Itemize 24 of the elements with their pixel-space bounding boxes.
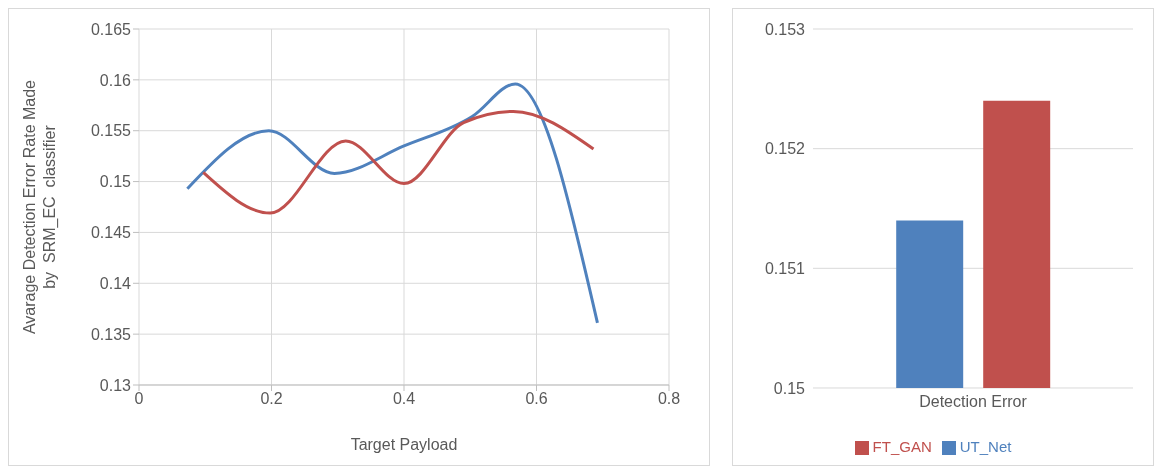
y-tick-label: 0.153 xyxy=(764,20,806,38)
y-tick-label: 0.165 xyxy=(90,20,132,38)
x-axis-title: Target Payload xyxy=(350,436,458,453)
y-tick-label: 0.15 xyxy=(99,173,132,191)
legend-label: FT_GAN xyxy=(872,437,932,455)
y-tick-label: 0.151 xyxy=(764,259,806,277)
y-tick-label: 0.16 xyxy=(99,71,132,89)
x-tick-label: Detection Error xyxy=(919,393,1028,411)
x-tick-label: 0.6 xyxy=(525,390,548,408)
y-tick-label: 0.15 xyxy=(773,379,806,397)
line-series xyxy=(185,82,599,325)
legend-label: UT_Net xyxy=(959,437,1012,455)
x-tick-label: 0 xyxy=(134,390,144,408)
y-tick-label: 0.135 xyxy=(90,325,132,343)
y-tick-label: 0.155 xyxy=(90,122,132,140)
x-tick-label: 0.4 xyxy=(392,390,416,408)
y-axis-title: Avarage Detection Error Rate Made by SRM_EC classifier xyxy=(21,79,59,335)
y-tick-label: 0.14 xyxy=(99,274,132,292)
y-tick-label: 0.152 xyxy=(764,140,806,158)
line-series xyxy=(201,109,595,215)
x-tick-label: 0.8 xyxy=(657,390,681,408)
x-tick-label: 0.2 xyxy=(260,390,283,408)
y-tick-label: 0.145 xyxy=(90,224,132,242)
y-tick-label: 0.13 xyxy=(99,376,132,394)
